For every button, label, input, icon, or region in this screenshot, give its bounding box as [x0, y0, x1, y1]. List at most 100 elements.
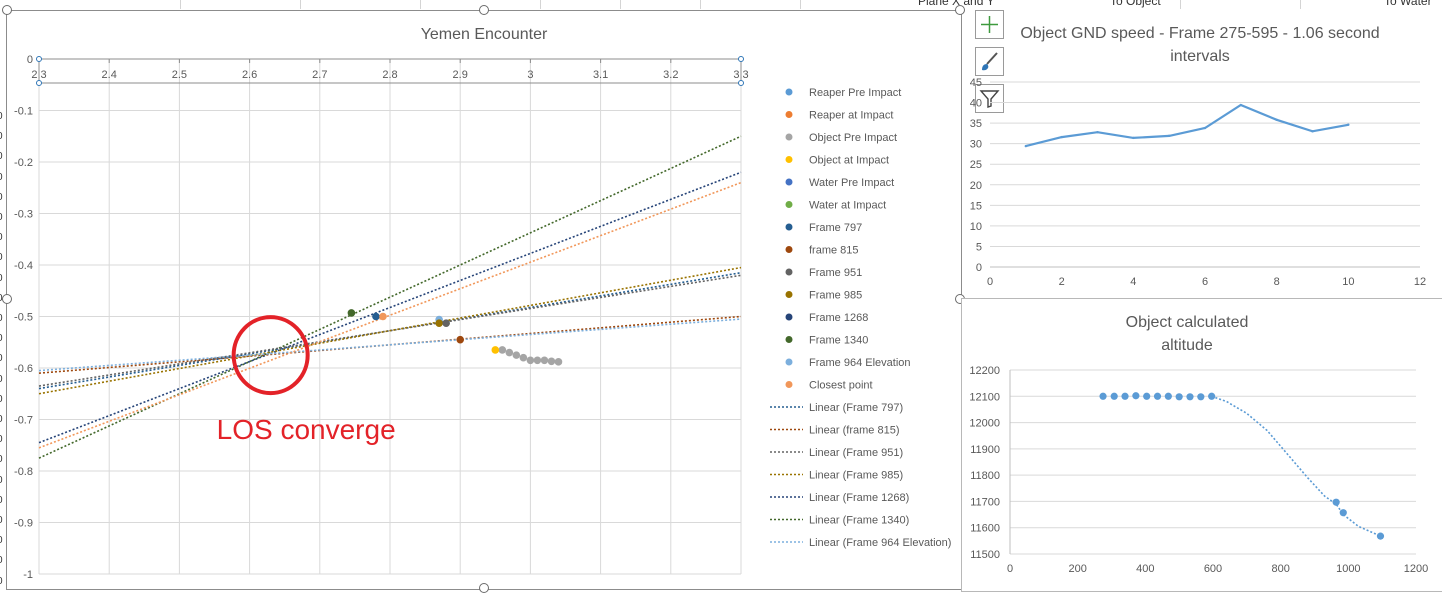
resize-handle-ml[interactable]	[2, 294, 12, 304]
column-header-strip: Plane X and Y To Object To Water	[0, 0, 1442, 9]
point-object-at-impact	[491, 346, 500, 354]
row-number[interactable]: 0	[0, 353, 3, 364]
legend-entry-label: Water at Impact	[809, 200, 886, 212]
speed-x-tick-label: 8	[1274, 276, 1280, 288]
main-x-tick-label: 2.5	[172, 69, 187, 81]
legend-marker	[785, 381, 793, 388]
legend-marker	[785, 201, 793, 208]
legend-marker	[785, 88, 793, 96]
speed-data-point	[1096, 130, 1099, 134]
altitude-chart-title-line1: Object calculated	[1126, 314, 1249, 331]
legend-entry-label: Reaper Pre Impact	[809, 87, 901, 99]
row-number[interactable]: 0	[0, 475, 3, 486]
speed-chart-title-line2: intervals	[1170, 48, 1230, 65]
legend-entry-label: Frame 951	[809, 267, 862, 279]
row-number[interactable]: 0	[0, 212, 3, 223]
los-converge-circle	[231, 315, 310, 396]
row-number[interactable]: 0	[0, 293, 3, 304]
object-pre-impact-point	[505, 348, 514, 357]
altitude-data-point	[1186, 393, 1194, 401]
resize-handle-bm[interactable]	[479, 583, 489, 593]
main-y-tick-label: -0.8	[14, 466, 33, 478]
row-number[interactable]: 0	[0, 394, 3, 405]
speed-y-tick-label: 45	[970, 77, 982, 89]
speed-data-point	[1347, 123, 1350, 126]
legend-marker	[785, 246, 793, 253]
object-gnd-speed-chart[interactable]: Object GND speed - Frame 275-595 - 1.06 …	[965, 12, 1442, 292]
row-number[interactable]: 0	[0, 151, 3, 162]
row-number[interactable]: 0	[0, 232, 3, 243]
legend-entry-label: Linear (frame 815)	[809, 425, 900, 437]
altitude-data-point	[1197, 393, 1205, 401]
main-y-tick-label: -0.9	[14, 518, 33, 530]
speed-x-tick-label: 12	[1414, 276, 1426, 288]
main-chart-area[interactable]: Yemen Encounter 2.3 2.4 2.5 2.6 2.7 2.8 2.9 3 3.…	[6, 10, 962, 590]
row-number[interactable]: 0	[0, 555, 3, 566]
row-number[interactable]: 0	[0, 374, 3, 385]
row-number[interactable]: 0	[0, 454, 3, 465]
row-number[interactable]: 0	[0, 252, 3, 263]
legend-entry-label: Frame 797	[809, 222, 862, 234]
legend-marker	[785, 223, 793, 231]
cell-plane-xy[interactable]: Plane X and Y	[918, 0, 995, 8]
altitude-y-tick-label: 11900	[970, 444, 1000, 456]
altitude-chart-area[interactable]: Object calculated altitude 11500 11600 117…	[961, 298, 1442, 592]
row-number[interactable]: 0	[0, 273, 3, 284]
row-number[interactable]: 0	[0, 313, 3, 324]
legend-marker	[785, 291, 793, 298]
chart-styles-button[interactable]	[975, 47, 1004, 76]
main-y-tick-label: -0.7	[14, 415, 33, 427]
chart-filters-button[interactable]	[975, 84, 1004, 113]
object-pre-impact-point	[519, 353, 528, 362]
row-number[interactable]: 0	[0, 414, 3, 425]
altitude-data-point	[1376, 532, 1385, 540]
axis-selection-handle	[738, 56, 744, 62]
speed-data-point	[1275, 118, 1278, 122]
row-number[interactable]: 0	[0, 192, 3, 203]
axis-selection-handle	[738, 80, 744, 86]
speed-series-line	[1025, 103, 1349, 148]
object-pre-impact-point	[498, 346, 507, 354]
speed-y-tick-label: 35	[970, 118, 982, 130]
resize-handle-tr[interactable]	[955, 5, 965, 15]
row-number[interactable]: 0	[0, 576, 3, 587]
row-number[interactable]: 0	[0, 535, 3, 546]
speed-data-point	[1132, 136, 1135, 140]
altitude-x-tick-label: 800	[1271, 563, 1289, 575]
resize-handle-tm[interactable]	[479, 5, 489, 15]
altitude-data-point	[1164, 392, 1172, 400]
legend-marker	[785, 178, 793, 186]
resize-handle-tl[interactable]	[2, 5, 12, 15]
trendline-linear-frame-1268-	[38, 171, 742, 444]
cell-to-water[interactable]: To Water	[1384, 0, 1432, 8]
legend-marker	[785, 156, 793, 163]
row-number[interactable]: 0	[0, 434, 3, 445]
legend-entry-label: Closest point	[809, 380, 873, 392]
speed-x-tick-label: 4	[1130, 276, 1136, 288]
main-x-tick-label: 3.2	[663, 69, 678, 81]
chart-elements-button[interactable]	[975, 10, 1004, 39]
legend-entry-label: Linear (Frame 1340)	[809, 515, 909, 527]
altitude-trend-line	[1211, 395, 1381, 537]
main-x-tick-label: 2.9	[453, 69, 468, 81]
row-number[interactable]: 0	[0, 111, 3, 122]
speed-data-point	[1239, 103, 1243, 107]
cell-to-object[interactable]: To Object	[1110, 0, 1161, 8]
speed-y-tick-label: 25	[970, 159, 982, 171]
legend-entry-label: Frame 1340	[809, 335, 868, 347]
row-number[interactable]: 0	[0, 131, 3, 142]
main-x-tick-label: 3	[527, 69, 533, 81]
row-number[interactable]: 0	[0, 515, 3, 526]
speed-x-tick-label: 0	[987, 276, 993, 288]
row-number[interactable]: 0	[0, 333, 3, 344]
legend-entry-label: Linear (Frame 964 Elevation)	[809, 537, 951, 549]
speed-y-tick-label: 10	[970, 221, 982, 233]
legend-entry-label: Linear (Frame 797)	[809, 402, 903, 414]
altitude-y-tick-label: 11800	[970, 470, 1000, 482]
legend-marker	[785, 358, 793, 366]
row-number[interactable]: 0	[0, 172, 3, 183]
legend-marker	[785, 336, 793, 343]
row-number[interactable]: 0	[0, 495, 3, 506]
los-converge-label: LOS converge	[217, 414, 396, 445]
yemen-encounter-chart: Yemen Encounter 2.3 2.4 2.5 2.6 2.7 2.8 2.9 3 3.…	[14, 26, 951, 581]
